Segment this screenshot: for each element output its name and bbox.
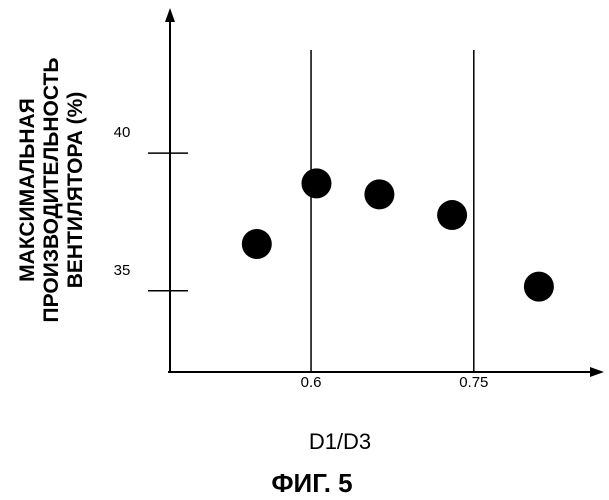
y-tick-label-0: 35 [114, 262, 131, 279]
x-tick-label-1: 0.75 [459, 374, 488, 391]
x-tick-label-0: 0.6 [301, 374, 322, 391]
x-axis-arrow [590, 367, 604, 377]
y-axis-label-line-3: ВЕНТИЛЯТОРА (%) [64, 92, 87, 289]
y-axis-label-line-1: МАКСИМАЛЬНАЯ [16, 98, 39, 282]
data-point-3 [437, 200, 467, 230]
y-ticks: 35 40 [114, 124, 188, 291]
y-axis-label-line-2: ПРОИЗВОДИТЕЛЬНОСТЬ [40, 58, 63, 323]
y-tick-label-1: 40 [114, 124, 131, 141]
data-point-0 [242, 229, 272, 259]
y-axis-arrow [165, 8, 175, 22]
data-point-1 [301, 168, 331, 198]
data-points [242, 168, 554, 301]
x-axis-label: D1/D3 [309, 429, 371, 454]
data-point-2 [364, 179, 394, 209]
data-point-4 [524, 272, 554, 302]
y-axis-label: МАКСИМАЛЬНАЯ ПРОИЗВОДИТЕЛЬНОСТЬ ВЕНТИЛЯТ… [16, 58, 87, 323]
x-ticks: 0.6 0.75 [301, 374, 489, 391]
figure-caption: ФИГ. 5 [271, 468, 352, 498]
